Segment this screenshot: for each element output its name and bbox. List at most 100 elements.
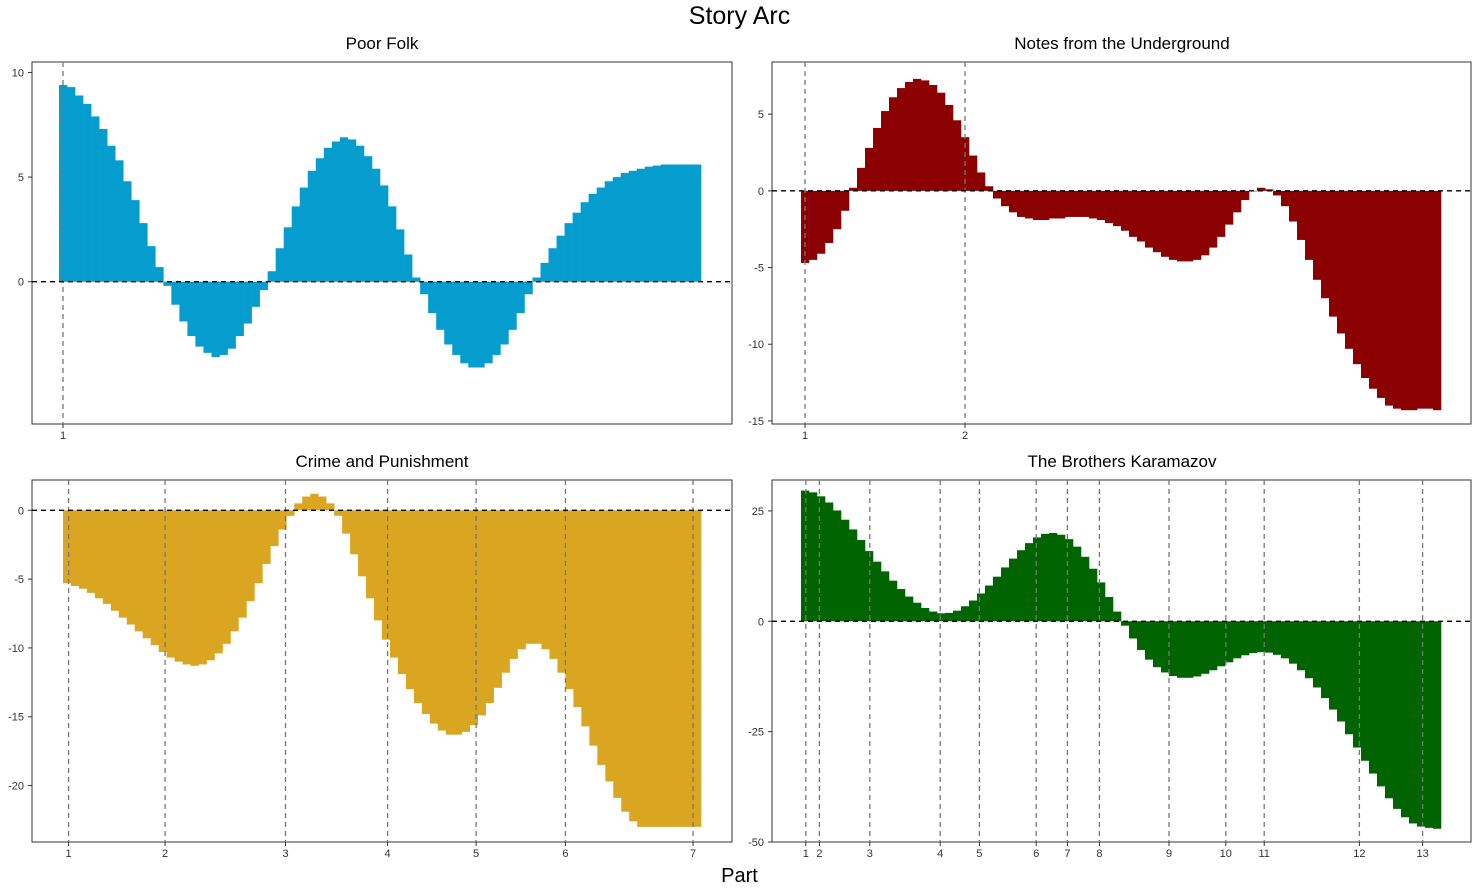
bar bbox=[517, 510, 526, 650]
bar bbox=[83, 103, 92, 282]
bar bbox=[905, 596, 914, 622]
bar bbox=[1065, 190, 1074, 217]
bar bbox=[897, 88, 906, 191]
bar bbox=[573, 510, 582, 708]
bar bbox=[993, 190, 1002, 199]
bar bbox=[500, 281, 509, 345]
bar bbox=[476, 281, 485, 368]
bar bbox=[1089, 568, 1098, 622]
bar bbox=[1313, 621, 1322, 688]
bar bbox=[637, 510, 646, 827]
bar bbox=[179, 281, 188, 322]
bar bbox=[107, 145, 116, 282]
bar bbox=[1433, 621, 1442, 829]
bar bbox=[1281, 190, 1290, 207]
bar bbox=[147, 246, 156, 282]
bar bbox=[1321, 190, 1330, 299]
bar bbox=[809, 190, 818, 260]
panel-frame bbox=[771, 479, 1472, 843]
bar bbox=[334, 510, 343, 516]
bar bbox=[294, 503, 303, 511]
bar bbox=[1297, 190, 1306, 240]
bar bbox=[1417, 190, 1426, 409]
x-tick-label: 6 bbox=[1033, 848, 1039, 860]
bar bbox=[102, 510, 112, 604]
bar bbox=[660, 164, 670, 282]
bar bbox=[661, 510, 670, 827]
x-tick-label: 7 bbox=[690, 848, 696, 860]
bar bbox=[339, 137, 349, 282]
bar bbox=[1113, 190, 1122, 227]
bar bbox=[849, 187, 858, 191]
bar bbox=[115, 160, 124, 282]
bar bbox=[484, 281, 493, 364]
bar bbox=[841, 519, 850, 622]
bar bbox=[629, 510, 638, 822]
bar bbox=[589, 510, 598, 746]
bar bbox=[1241, 621, 1250, 656]
bar bbox=[945, 104, 954, 191]
bar bbox=[1337, 621, 1346, 722]
bar bbox=[1425, 621, 1434, 828]
x-tick-label: 2 bbox=[962, 430, 968, 442]
y-tick-label: 0 bbox=[758, 186, 764, 198]
bar bbox=[412, 277, 421, 282]
bar bbox=[1273, 621, 1282, 655]
bar bbox=[1177, 621, 1186, 678]
x-tick-label: 10 bbox=[1220, 848, 1232, 860]
bar bbox=[1001, 567, 1010, 622]
bar bbox=[1257, 187, 1266, 191]
bar bbox=[565, 510, 574, 690]
bar bbox=[1425, 190, 1434, 409]
bar bbox=[1017, 550, 1026, 622]
bar bbox=[110, 510, 120, 611]
x-tick-label: 13 bbox=[1416, 848, 1428, 860]
bar bbox=[413, 510, 423, 703]
bar bbox=[841, 190, 850, 211]
bar bbox=[1081, 556, 1090, 622]
panel-title-crime-punishment: Crime and Punishment bbox=[295, 452, 469, 471]
bar bbox=[461, 510, 471, 732]
bar bbox=[557, 510, 566, 673]
bar bbox=[286, 510, 295, 516]
bar bbox=[1057, 534, 1066, 622]
bar bbox=[532, 277, 541, 282]
bar bbox=[283, 227, 293, 282]
y-tick-label: -50 bbox=[748, 837, 764, 849]
bar bbox=[1121, 190, 1130, 231]
bar bbox=[267, 271, 276, 282]
panel-title-notes-underground: Notes from the Underground bbox=[1014, 34, 1230, 53]
bar bbox=[404, 254, 413, 282]
bar bbox=[1041, 190, 1050, 220]
bar bbox=[605, 510, 614, 782]
bar bbox=[1265, 621, 1274, 653]
bar bbox=[977, 172, 986, 191]
bar bbox=[1033, 190, 1042, 220]
bar bbox=[549, 510, 558, 659]
bar bbox=[501, 510, 510, 673]
bar bbox=[685, 510, 694, 827]
bar bbox=[358, 510, 367, 577]
bar bbox=[524, 281, 533, 295]
bar bbox=[262, 510, 271, 564]
bar bbox=[75, 95, 84, 282]
bar bbox=[597, 510, 606, 765]
bar bbox=[363, 156, 373, 282]
bar bbox=[1249, 621, 1258, 654]
bar bbox=[628, 170, 638, 282]
bar bbox=[921, 80, 930, 191]
bar bbox=[1185, 621, 1194, 678]
bar bbox=[548, 248, 557, 282]
x-axis-title: Part bbox=[721, 865, 758, 887]
bar bbox=[326, 503, 335, 511]
bar bbox=[1081, 190, 1090, 217]
bar bbox=[525, 510, 534, 644]
bar bbox=[389, 510, 399, 658]
bar bbox=[182, 510, 191, 665]
bar bbox=[254, 510, 263, 584]
bar bbox=[206, 510, 215, 661]
y-tick-label: 0 bbox=[758, 616, 764, 628]
bar bbox=[849, 529, 858, 622]
x-tick-label: 5 bbox=[473, 848, 479, 860]
chart-panel-1: 1 2 -15 -10 -5 0 5 bbox=[748, 61, 1472, 442]
